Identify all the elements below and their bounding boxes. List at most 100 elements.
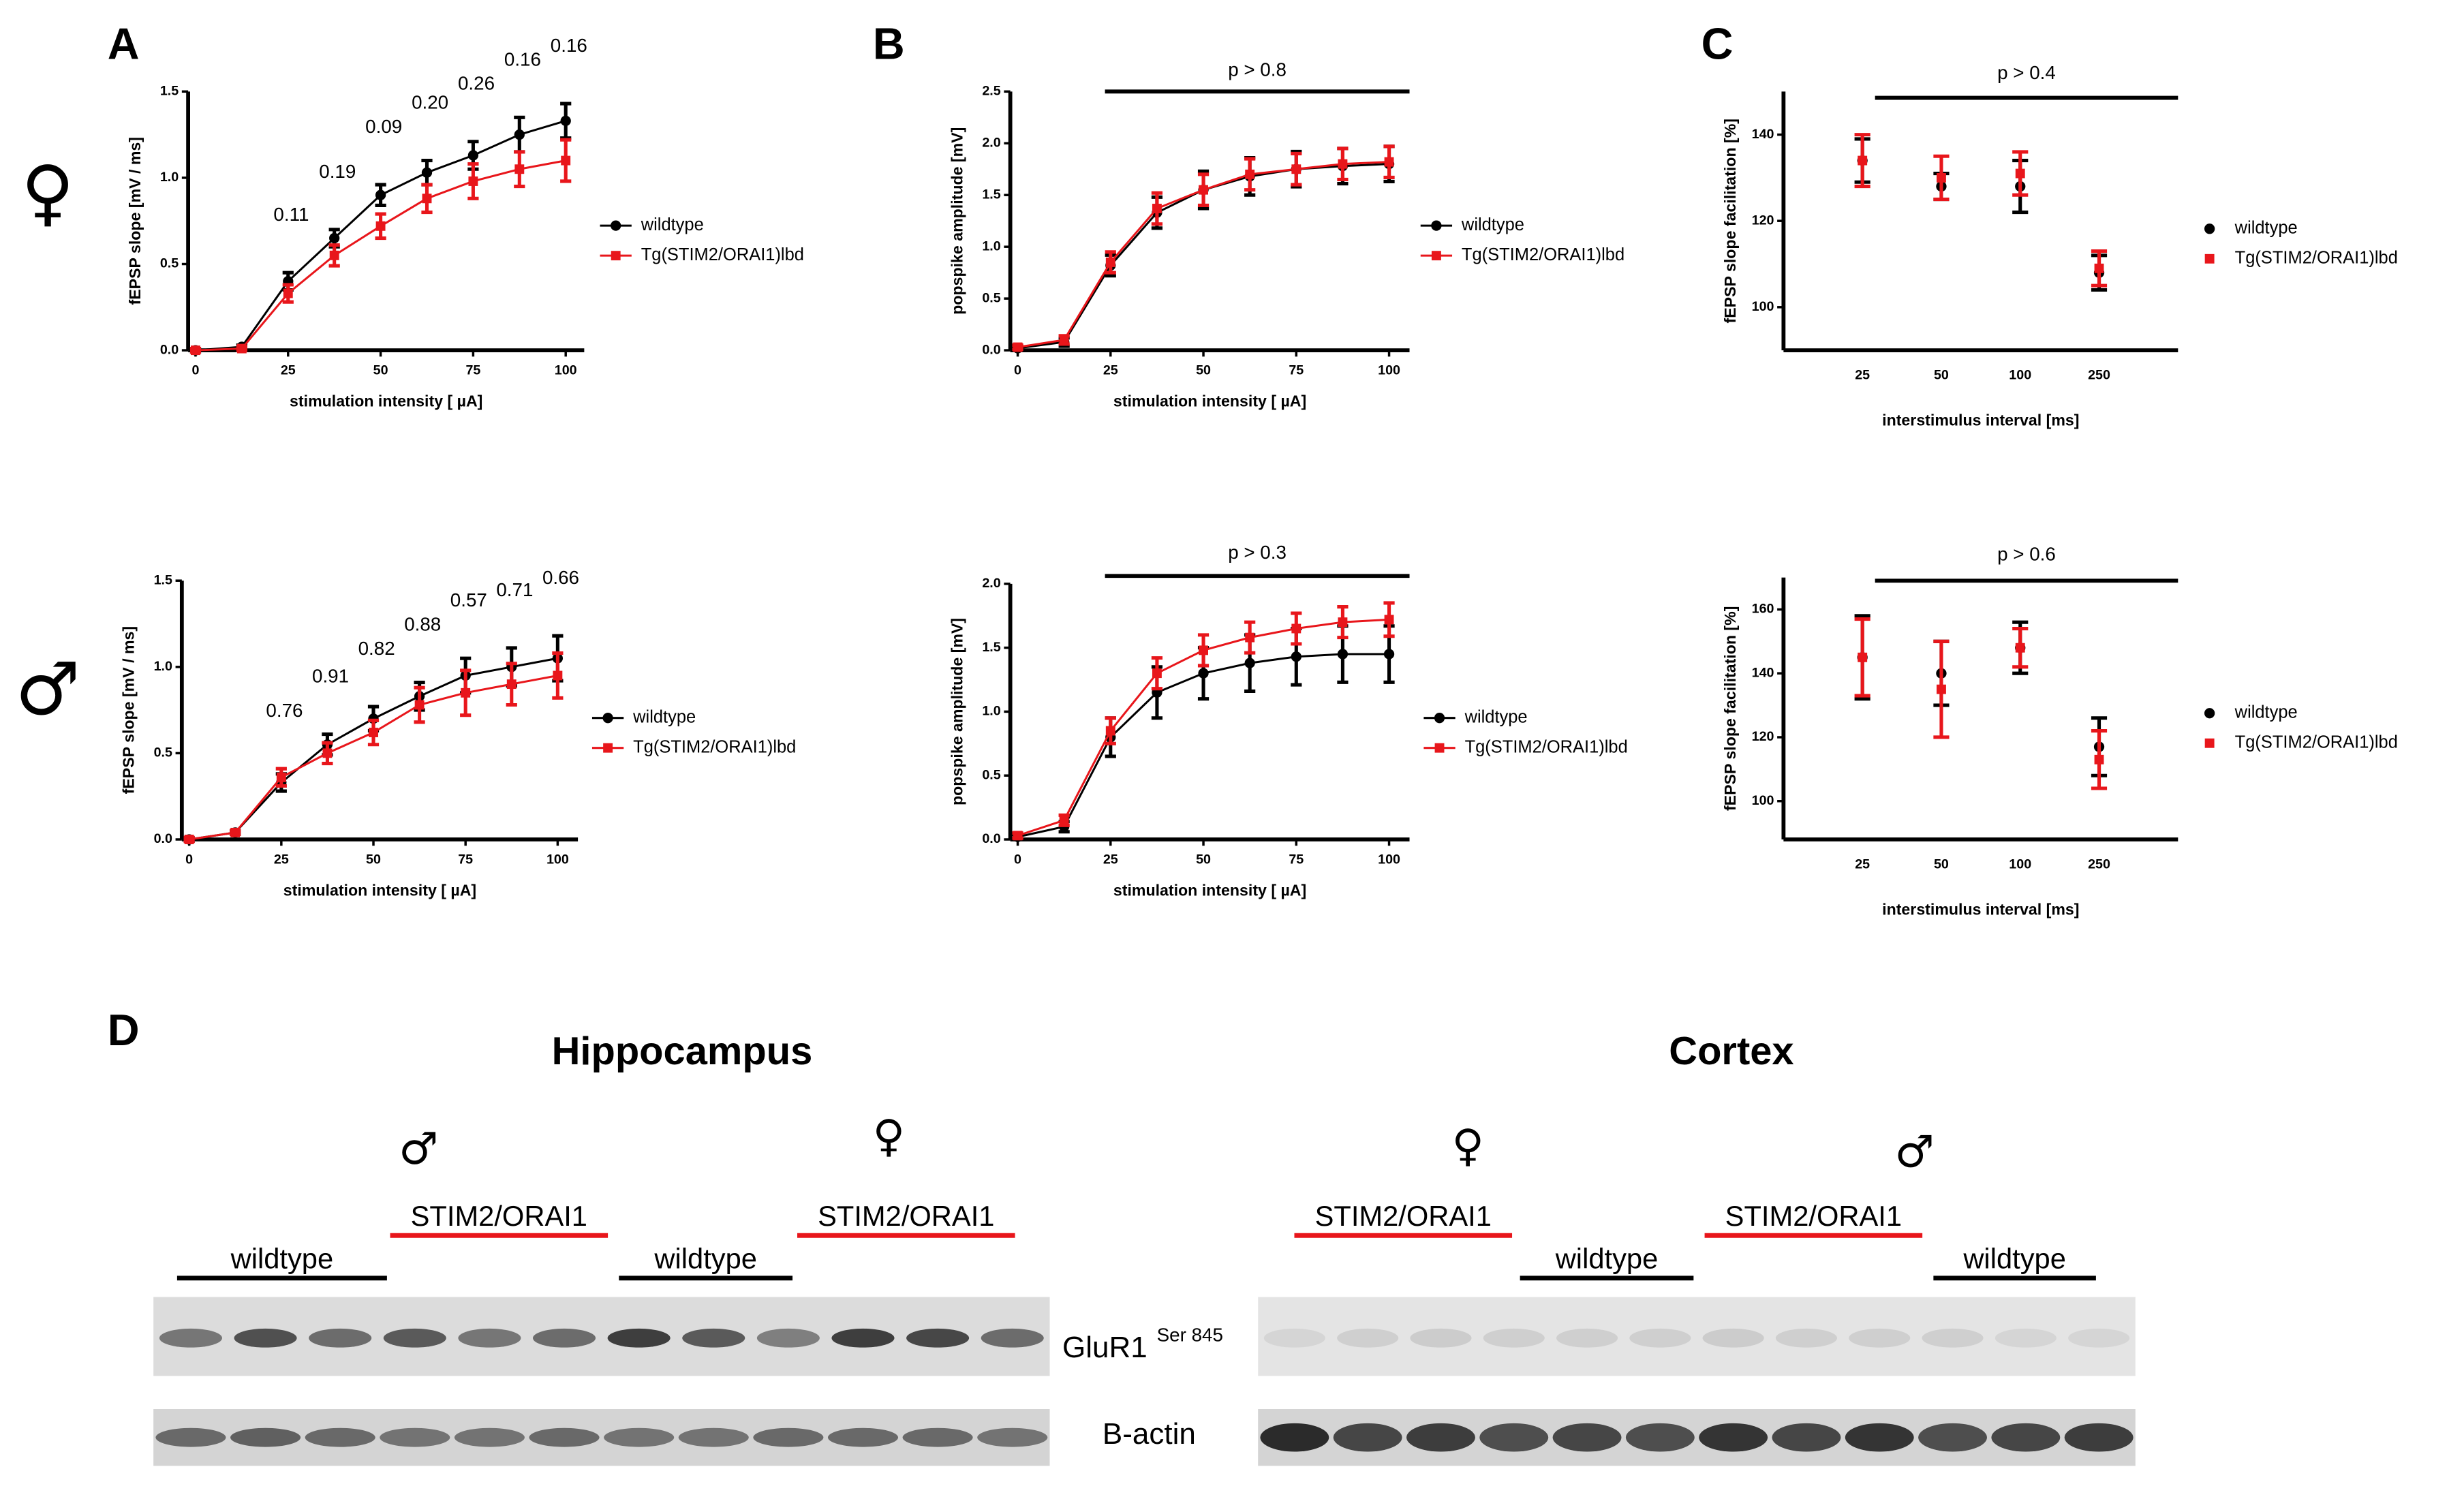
group-label: wildtype [653,1242,757,1274]
y-tick-label: 160 [1752,602,1774,617]
band-label: GluR1 Ser 845 [1062,1325,1223,1364]
marker [1199,185,1208,195]
marker [560,115,571,127]
marker [1152,204,1162,213]
blot-membrane [153,1409,1050,1466]
y-axis-label: popspike amplitude [mV] [948,127,966,315]
blot-band [305,1427,375,1447]
blot-band [981,1328,1044,1348]
y-axis-label: fEPSP slope [mV / ms] [126,137,144,305]
blot-band [1483,1328,1545,1348]
x-tick-label: 25 [1103,362,1118,377]
significance-label: p > 0.4 [1997,62,2056,83]
blot-band [2068,1328,2130,1348]
marker [506,679,517,690]
marker [422,194,432,204]
marker [1858,155,1868,166]
y-tick-label: 0.5 [160,256,179,271]
legend-label: Tg(STIM2/ORAI1)lbd [641,245,804,264]
legend-label: Tg(STIM2/ORAI1)lbd [633,737,796,756]
blot-band [827,1427,899,1447]
blot-band [1552,1423,1622,1452]
y-axis-label: fEPSP slope [mV / ms] [120,626,138,794]
y-tick-label: 2.0 [982,135,1000,150]
significance-label: p > 0.8 [1228,59,1287,80]
marker [1059,335,1069,345]
marker [514,129,525,140]
blot-band [831,1328,895,1348]
y-tick-label: 2.5 [982,84,1000,99]
marker [375,221,386,231]
legend-marker [1431,220,1442,231]
marker [2015,643,2025,653]
marker [230,827,241,837]
blot-band [977,1427,1048,1447]
group-label: wildtype [1555,1242,1659,1274]
marker [1059,815,1069,825]
marker [1198,668,1209,679]
blot-membrane [1258,1297,2136,1376]
x-tick-label: 25 [281,362,296,377]
legend-marker [611,220,621,231]
sex-label: ♂ [399,1124,438,1175]
p-value-label: 0.76 [266,700,303,721]
legend-marker [2204,253,2215,264]
marker [2094,754,2104,764]
panel-label: D [108,1005,140,1055]
blot-band [1556,1328,1618,1348]
p-value-label: 0.26 [458,73,495,94]
panel-label: A [108,19,140,69]
p-value-label: 0.91 [312,666,349,687]
x-tick-label: 100 [546,852,569,867]
panel-label: B [873,19,905,69]
x-tick-label: 100 [1378,852,1400,867]
group-label: wildtype [230,1242,334,1274]
blot-band [1995,1328,2057,1348]
sex-label: ♀ [1451,1120,1483,1171]
legend-marker [2204,223,2215,234]
row-label: ♂ [15,647,80,732]
blot-band [1918,1423,1987,1452]
x-tick-label: 100 [1378,362,1400,377]
marker [1291,164,1302,174]
blot-band [1772,1423,1841,1452]
blot-band [458,1328,521,1348]
legend-marker [1434,743,1445,753]
marker [1337,649,1349,660]
x-axis-label: interstimulus interval [ms] [1882,900,2079,918]
marker [414,700,425,710]
region-title: Hippocampus [552,1030,813,1073]
p-value-label: 0.16 [504,48,541,69]
marker [1199,645,1208,655]
region-title: Cortex [1669,1030,1793,1073]
y-tick-label: 1.5 [982,187,1000,202]
x-tick-label: 50 [1196,362,1211,377]
marker [1245,169,1255,179]
marker [1937,684,1946,694]
p-value-label: 0.71 [496,579,533,600]
blot-band [1337,1328,1399,1348]
significance-label: p > 0.6 [1997,544,2056,565]
group-label: STIM2/ORAI1 [1315,1200,1492,1232]
marker [236,343,247,354]
x-tick-label: 50 [373,362,388,377]
x-tick-label: 75 [458,852,473,867]
x-tick-label: 50 [1934,367,1949,382]
legend-marker [1434,713,1445,724]
x-tick-label: 100 [555,362,577,377]
blot-band [234,1328,297,1348]
x-axis-label: stimulation intensity [ µA] [1113,392,1306,410]
legend-label: wildtype [2234,702,2298,722]
x-axis-label: interstimulus interval [ms] [1882,411,2079,429]
blot-band [756,1328,820,1348]
p-value-label: 0.11 [273,204,309,225]
p-value-label: 0.88 [404,614,441,635]
legend-label: Tg(STIM2/ORAI1)lbd [2235,249,2398,268]
x-tick-label: 75 [1289,852,1304,867]
legend-marker [602,713,613,724]
marker [468,176,478,186]
blot-band [607,1328,671,1348]
marker [1338,617,1348,628]
legend-marker [611,251,621,261]
marker [184,835,194,844]
